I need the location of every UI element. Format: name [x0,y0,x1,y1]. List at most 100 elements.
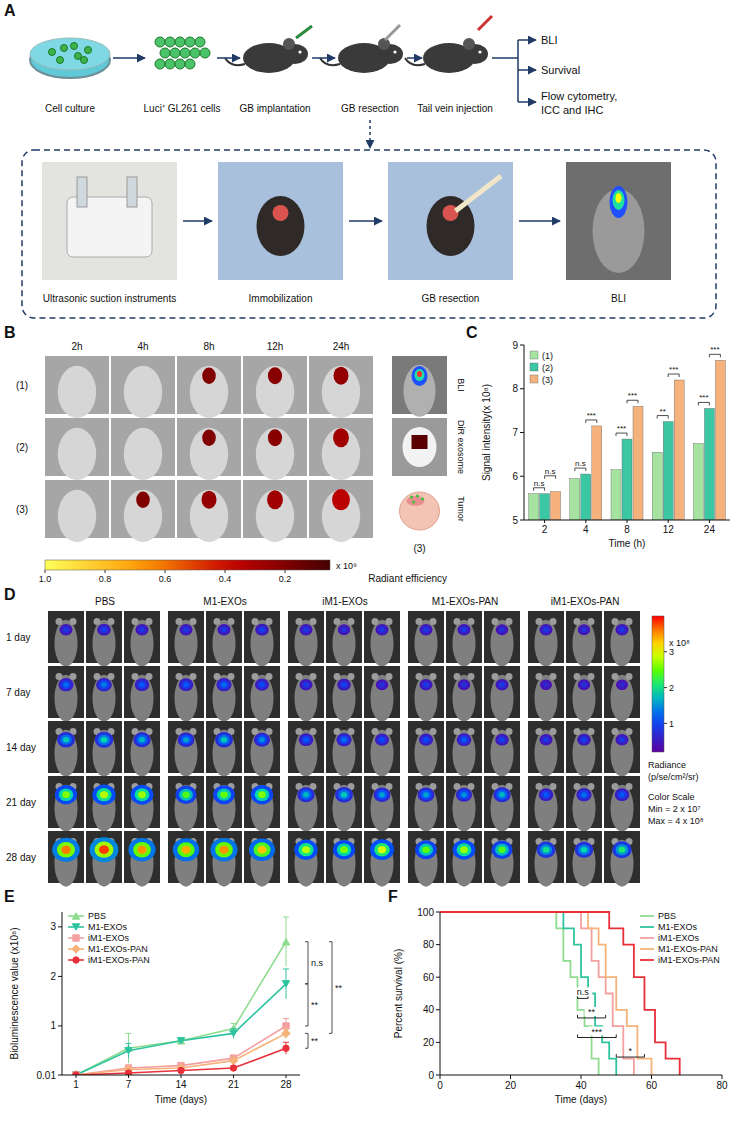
bli-image [604,776,640,832]
tumor-dot [421,497,424,500]
signal-spot [333,428,349,447]
ear [454,728,461,735]
signal-outer [453,840,476,860]
ear [146,673,153,680]
signal-core [582,738,587,742]
bli-image [168,611,204,667]
arrow [183,220,212,222]
signal-mid [378,681,386,688]
multiplier: x 10⁸ [669,638,690,648]
tick-label: 0.4 [219,574,232,584]
ear [536,618,543,625]
signal-core [222,628,227,632]
tick [286,1075,287,1078]
signal-mid [339,735,349,744]
signal-mid [460,626,468,633]
sig-bracket [627,400,638,403]
bli-image [48,776,84,832]
row-label: 28 day [6,852,36,863]
mouse [130,785,153,832]
ear [588,728,595,735]
bli-image [48,721,84,777]
ear [492,618,499,625]
mouse [124,366,162,418]
cell [57,57,64,64]
signal-outer [370,839,394,860]
mouse [452,730,475,777]
signal-outer [178,732,195,747]
signal-mid [542,681,550,688]
signal-mid [496,790,507,800]
signal-mid [377,790,388,800]
bli-image [604,666,640,722]
bli-image [446,666,482,722]
mouse [572,675,595,722]
outcome: Flow cytometry, [541,90,617,102]
syringe [478,16,492,30]
signal-mid [217,789,231,801]
signal-core [220,791,228,798]
signal-outer [457,624,470,635]
mouse [130,840,153,887]
colorbar-note: Max = 4 x 10⁸ [648,816,704,826]
signal-mid [257,735,268,744]
tick-label: 0 [437,1080,443,1091]
mouse [256,490,294,542]
signal-mid [219,680,229,689]
signal-mid [95,842,114,858]
signal-core [460,846,468,853]
signal-core [620,628,625,632]
signal-core [499,792,505,797]
bli-image [326,776,362,832]
ear [612,728,619,735]
signal-core [424,738,429,742]
bli-image [168,776,204,832]
tick [651,1075,652,1079]
mouse [452,840,475,887]
signal-core [341,737,346,742]
sig-label: *** [628,391,637,400]
marker [178,1067,184,1073]
ear [506,618,513,625]
mouse [610,675,633,722]
dir-image [111,418,175,480]
colorbar [652,616,664,752]
bli-image [484,611,520,667]
signal-mid [580,681,588,688]
mouse [414,785,437,832]
signal-mid [177,842,194,857]
signal-core [221,737,227,742]
survival-curve [440,912,616,1075]
signal-core [500,683,505,687]
step-label: Cell culture [45,103,95,114]
legend-label: (3) [542,375,553,385]
bli-image [364,776,400,832]
dir-image [243,418,307,480]
mouse [452,785,475,832]
ear [108,618,115,625]
tick-label: 3 [50,921,56,932]
bli-image [484,721,520,777]
multiplier: x 10⁹ [336,561,357,571]
signal-mid [377,736,386,744]
ear [283,38,295,50]
tumor-dot [410,495,413,498]
signal [412,435,428,449]
signal-core [221,682,226,687]
dir-image [177,356,241,418]
signal [610,186,628,218]
signal-mid [61,680,71,689]
signal-mid [579,790,589,799]
ear [310,673,317,680]
ear [550,783,557,790]
signal-outer [97,624,111,636]
signal-outer [133,732,150,747]
legend-label: (2) [542,363,553,373]
bli-image [326,611,362,667]
eye [393,50,396,53]
mouse [294,785,317,832]
mouse [212,675,235,722]
ear [430,673,437,680]
side-label: Tumor [456,496,466,522]
colorbar-note: Color Scale [648,792,695,802]
